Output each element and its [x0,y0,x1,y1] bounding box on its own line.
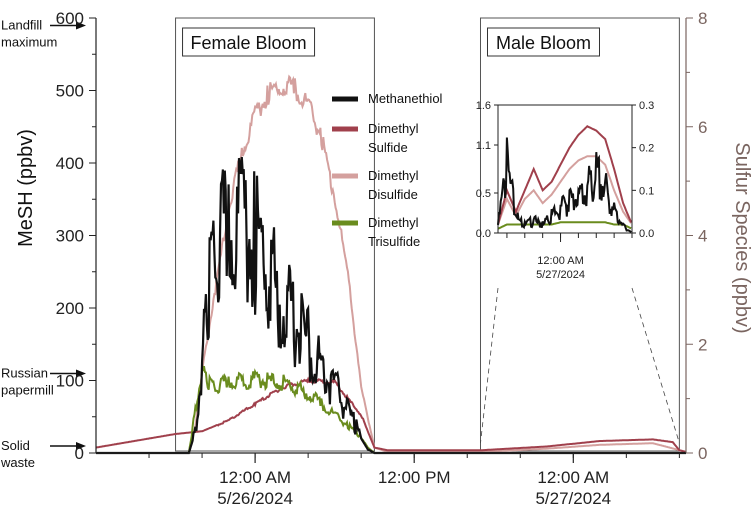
inset-y-left-tick-label-0: 0.0 [476,228,491,240]
region-box-1 [479,17,680,452]
y-axis-left-title: MeSH (ppbv) [15,129,37,247]
x-tick-label-date-0: 5/26/2024 [217,489,293,508]
annotation-arrowhead-1 [76,369,86,378]
inset-series-dimethyl-sulfide [497,125,633,225]
y-left-tick-label-4: 400 [56,154,84,173]
legend-label-1-0: Dimethyl [368,121,419,136]
inset-chart: 0.0 0.5 1.1 1.6 0.0 0.1 0.2 0.3 12:00 AM 5/27/202… [476,100,680,444]
annotation-arrowhead-2 [76,442,86,450]
annotation-2-line-1: waste [0,455,35,470]
y-right-tick-label-1: 2 [698,335,707,354]
y-left-tick-label-1: 100 [56,372,84,391]
legend-label-1-1: Sulfide [368,140,408,155]
x-tick-label-time-1: 12:00 PM [378,468,451,487]
y-left-tick-label-0: 0 [75,444,84,463]
annotation-0-line-1: maximum [1,35,57,50]
bloom-regions: Female Bloom Male Bloom [175,17,680,452]
inset-x-tick-label-date-0: 5/27/2024 [536,269,585,281]
legend-label-3-1: Trisulfide [368,234,420,249]
y-left-tick-label-5: 500 [56,82,84,101]
y-left-tick-label-6: 600 [56,9,84,28]
inset-y-right-tick-label-2: 0.2 [639,143,654,155]
legend-label-0-0: Methanethiol [368,91,443,106]
y-left-tick-label-2: 200 [56,299,84,318]
region-label-1: Male Bloom [496,33,591,53]
axes: 0 100 200 300 400 500 600 0 2 4 6 8 12:00 AM 5/26/202… [56,9,708,508]
annotation-2-line-0: Solid [1,438,30,453]
inset-y-right-tick-label-1: 0.1 [639,185,654,197]
inset-y-right-tick-label-0: 0.0 [639,228,654,240]
inset-connector-right [631,287,680,444]
inset-y-left-tick-label-1: 0.5 [476,188,491,200]
y-right-tick-label-0: 0 [698,444,707,463]
inset-y-left-tick-label-2: 1.1 [476,140,491,152]
inset-series-dimethyl-trisulfide [497,221,632,230]
y-right-tick-label-4: 8 [698,9,707,28]
region-label-0: Female Bloom [191,33,307,53]
source-annotations: Landfill maximum Russian papermill Solid wast… [0,18,86,470]
annotation-1-line-1: papermill [1,383,54,398]
region-label-box-0 [182,27,316,57]
legend-label-3-0: Dimethyl [368,215,419,230]
legend-label-2-0: Dimethyl [368,168,419,183]
legend-label-2-1: Disulfide [368,187,418,202]
y-right-tick-label-2: 4 [698,227,707,246]
x-tick-label-time-2: 12:00 AM [537,468,609,487]
annotation-1-line-0: Russian [1,366,48,381]
series-dimethyl-trisulfide [96,365,686,454]
annotation-0-line-0: Landfill [1,18,42,33]
y-right-tick-label-3: 6 [698,118,707,137]
y-left-tick-label-3: 300 [56,227,84,246]
inset-series-methanethiol [497,137,632,234]
inset-x-tick-label-time-0: 12:00 AM [537,255,583,267]
inset-y-right-tick-label-3: 0.3 [639,100,654,112]
y-axis-right-title: Sulfur Species (ppbv) [731,142,753,333]
x-tick-label-date-2: 5/27/2024 [535,489,611,508]
series-dimethyl-sulfide [95,376,687,453]
inset-y-left-tick-label-3: 1.6 [476,100,491,112]
region-box-0 [175,17,375,452]
legend: Methanethiol Dimethyl Sulfide Dimethyl Disul… [332,91,443,249]
annotation-arrowhead-0 [76,21,86,30]
region-label-box-1 [486,27,600,57]
inset-series-dimethyl-disulfide [497,155,632,225]
inset-connector-left [480,287,499,444]
x-tick-label-time-0: 12:00 AM [219,468,291,487]
